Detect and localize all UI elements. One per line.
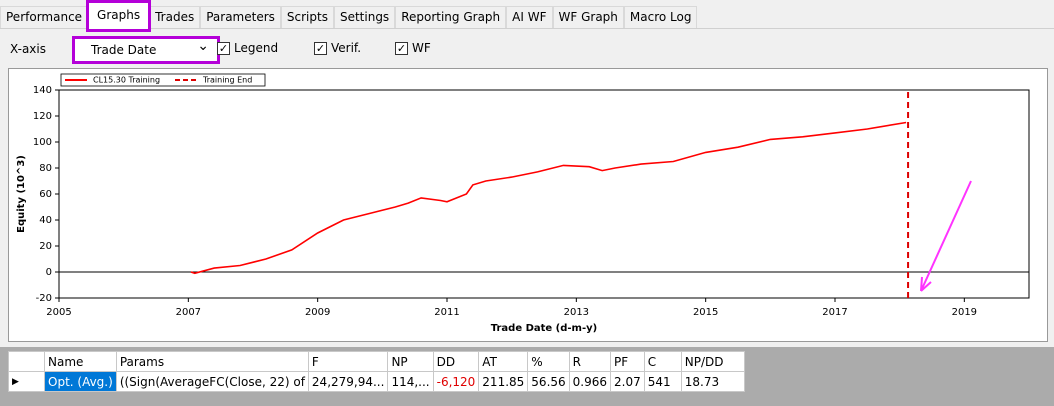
column-header: %	[527, 351, 570, 372]
column-header: Name	[44, 351, 117, 372]
x-tick-label: 2017	[822, 307, 847, 318]
x-tick-label: 2005	[46, 307, 71, 318]
column-header: Params	[115, 351, 309, 372]
legend-label: CL15.30 Training	[93, 76, 160, 85]
series-line	[190, 121, 907, 275]
table-cell: 56.56	[527, 371, 570, 392]
tab[interactable]: WF Graph	[552, 6, 624, 28]
y-tick-label: 100	[33, 137, 52, 148]
results-panel: Name Params F NP DD AT% R PF C NP/DD ▶ Opt. (Avg.)…	[0, 347, 1054, 406]
x-tick-label: 2013	[564, 307, 589, 318]
x-tick-label: 2007	[176, 307, 201, 318]
table-cell: 114,...	[387, 371, 434, 392]
table-cell: ((Sign(AverageFC(Close, 22) of	[115, 371, 309, 392]
x-tick-label: 2011	[434, 307, 459, 318]
header-row: Name Params F NP DD AT% R PF C NP/DD	[8, 351, 745, 372]
column-header: C	[643, 351, 682, 372]
tab[interactable]: Graphs	[86, 0, 152, 32]
tab[interactable]: Macro Log	[623, 6, 698, 28]
table-row[interactable]: ▶ Opt. (Avg.) ((Sign(AverageFC(Close, 22) …	[8, 371, 745, 392]
table-cell: 2.07	[610, 371, 645, 392]
tab[interactable]: Reporting Graph	[395, 6, 507, 28]
column-header: PF	[610, 351, 645, 372]
x-tick-label: 2009	[305, 307, 330, 318]
column-header: AT	[478, 351, 529, 372]
results-table: Name Params F NP DD AT% R PF C NP/DD ▶ Opt. (Avg.)…	[8, 351, 745, 392]
column-header: DD	[432, 351, 480, 372]
y-tick-label: -20	[36, 293, 52, 304]
table-cell: 541	[643, 371, 682, 392]
checkbox[interactable]: ✓ Verif.	[314, 41, 361, 55]
checkbox[interactable]: ✓ Legend	[217, 41, 278, 55]
x-axis-title: Trade Date (d-m-y)	[491, 323, 597, 334]
checkbox-box[interactable]: ✓	[314, 41, 327, 55]
checkbox-label: WF	[412, 41, 431, 55]
y-tick-label: 80	[39, 163, 52, 174]
tab[interactable]: Settings	[333, 6, 396, 28]
x-tick-label: 2015	[693, 307, 718, 318]
xaxis-dropdown[interactable]: Trade Date	[72, 35, 220, 64]
y-tick-label: 0	[46, 267, 52, 278]
column-header: F	[307, 351, 389, 372]
y-tick-label: 40	[39, 215, 52, 226]
y-tick-label: 120	[33, 111, 52, 122]
column-header: R	[568, 351, 612, 372]
legend-box	[60, 73, 266, 87]
checkbox-box[interactable]: ✓	[395, 41, 408, 55]
plot-frame	[58, 89, 1030, 299]
table-cell: Opt. (Avg.)	[44, 371, 117, 392]
column-header: NP	[387, 351, 434, 372]
equity-chart: -20 0 20 40 60 80 100 120 140 2005 2007 2009 2011 201…	[8, 68, 1048, 342]
tab[interactable]: Performance	[0, 6, 89, 28]
column-header: NP/DD	[680, 351, 745, 372]
table-cell: 24,279,94...	[307, 371, 389, 392]
x-tick-label: 2019	[952, 307, 977, 318]
graph-controls: X-axis Trade Date ✓ Legend ✓ Verif. ✓ WF	[10, 35, 1050, 64]
y-axis-title: Equity (10^3)	[16, 155, 27, 233]
tab[interactable]: Trades	[149, 6, 201, 28]
tab-bar: Performance Graphs Trades Parameters Scripts…	[0, 0, 1054, 32]
table-cell: 18.73	[680, 371, 745, 392]
table-cell: 211.85	[478, 371, 529, 392]
checkbox-box[interactable]: ✓	[217, 41, 230, 55]
checkbox-label: Verif.	[331, 41, 362, 55]
y-tick-label: 60	[39, 189, 52, 200]
table-cell: 0.966	[568, 371, 612, 392]
row-header-corner	[8, 351, 45, 372]
y-tick-label: 140	[33, 85, 52, 96]
annotation-arrow	[920, 180, 972, 292]
tab[interactable]: Parameters	[200, 6, 281, 28]
row-marker: ▶	[8, 371, 45, 392]
checkbox[interactable]: ✓ WF	[395, 41, 431, 55]
y-tick-label: 20	[39, 241, 52, 252]
legend-label: Training End	[202, 76, 252, 85]
checkbox-label: Legend	[234, 41, 279, 55]
table-cell: -6,120	[432, 371, 480, 392]
tab[interactable]: Scripts	[280, 6, 334, 28]
xaxis-label: X-axis	[10, 42, 46, 56]
tab[interactable]: AI WF	[506, 6, 553, 28]
